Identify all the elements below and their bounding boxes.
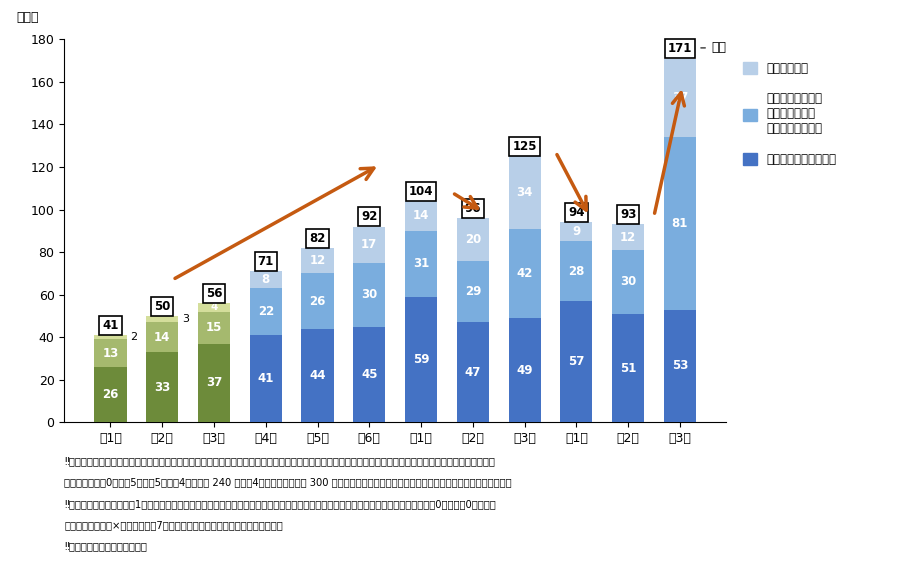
Text: 56: 56 [206, 287, 222, 300]
Bar [95, 367, 127, 422]
Bar [405, 231, 437, 297]
Bar [353, 327, 385, 422]
Bar [457, 261, 489, 322]
Bar [405, 297, 437, 422]
Bar [353, 226, 385, 263]
Text: 171: 171 [668, 42, 692, 55]
Bar [353, 263, 385, 327]
Text: 31: 31 [413, 257, 429, 270]
Text: 50: 50 [154, 300, 170, 312]
Text: 47: 47 [465, 366, 481, 379]
Text: 51: 51 [620, 361, 636, 374]
Text: 125: 125 [512, 140, 537, 153]
Bar [508, 157, 540, 229]
Text: 合計: 合計 [701, 42, 726, 55]
Text: 9: 9 [573, 225, 581, 238]
Text: 93: 93 [620, 208, 636, 221]
Text: 20: 20 [465, 233, 481, 246]
Text: 34: 34 [516, 186, 533, 199]
Text: 28: 28 [568, 265, 584, 278]
Text: ‼「学習塔の時間」は、「1週間に何回くらい学習塔に行っていますか、１回にどれくらいの時間、勉強していますか」とたずねている。0回の人は0分、１回: ‼「学習塔の時間」は、「1週間に何回くらい学習塔に行っていますか、１回にどれくら… [64, 499, 496, 509]
Bar [561, 242, 593, 301]
Text: 42: 42 [516, 267, 533, 280]
Text: 14: 14 [154, 330, 170, 343]
Text: 81: 81 [672, 217, 688, 230]
Text: 45: 45 [361, 368, 378, 381]
Bar [561, 222, 593, 242]
Bar [612, 250, 644, 314]
Bar [561, 301, 593, 422]
Bar [405, 201, 437, 231]
Bar [146, 316, 178, 322]
Text: 12: 12 [310, 254, 325, 267]
Text: 41: 41 [102, 319, 119, 332]
Text: 37: 37 [672, 91, 688, 104]
Text: 4: 4 [210, 302, 218, 312]
Bar [301, 329, 334, 422]
Text: 12: 12 [620, 231, 636, 244]
Text: 37: 37 [206, 377, 222, 390]
Bar [612, 314, 644, 422]
Bar [301, 248, 334, 274]
Bar [250, 288, 282, 335]
Bar [146, 322, 178, 352]
Text: 14: 14 [413, 209, 429, 222]
Text: 29: 29 [465, 285, 481, 298]
Text: 33: 33 [154, 381, 170, 394]
Bar [457, 218, 489, 261]
Text: 8: 8 [262, 273, 270, 286]
Text: 59: 59 [413, 353, 429, 366]
Text: 53: 53 [672, 359, 688, 372]
Text: ‼小１～３生は保護者の回答。: ‼小１～３生は保護者の回答。 [64, 542, 147, 552]
Text: 49: 49 [516, 364, 533, 377]
Legend: 学習塔の時間, 学校の宿題以外の
勉強をする時間
（学習塔を除く）, 学校の宿題をする時間: 学習塔の時間, 学校の宿題以外の 勉強をする時間 （学習塔を除く）, 学校の宿題… [739, 57, 842, 171]
Text: 26: 26 [310, 294, 325, 307]
Bar [250, 335, 282, 422]
Bar [198, 312, 230, 343]
Bar [198, 343, 230, 422]
Text: 22: 22 [257, 305, 274, 318]
Bar [146, 352, 178, 422]
Text: 94: 94 [568, 206, 584, 219]
Text: 「しない」を0分、「5分」を5分、「4時間」を 240 分、「4時間より多い」を 300 分のように置き換え、無回答・不明を除いて平均時間を算出した。: 「しない」を0分、「5分」を5分、「4時間」を 240 分、「4時間より多い」を… [64, 477, 512, 488]
Bar [198, 303, 230, 312]
Text: ‼「学校の宿題をする時間」「学校の宿題以外の勉強をする時間」は、「ふだん（学校がある日）、１日にどれくらいの時間やっていますか」とたずねている。: ‼「学校の宿題をする時間」「学校の宿題以外の勉強をする時間」は、「ふだん（学校が… [64, 456, 495, 466]
Bar [664, 310, 696, 422]
Text: 57: 57 [568, 355, 584, 368]
Text: 17: 17 [361, 238, 378, 251]
Text: 30: 30 [361, 288, 378, 301]
Bar [508, 229, 540, 318]
Text: 15: 15 [206, 321, 222, 334]
Text: 13: 13 [102, 347, 119, 360]
Text: 2: 2 [130, 332, 137, 342]
Text: 30: 30 [620, 275, 636, 288]
Text: 92: 92 [361, 211, 378, 224]
Text: 3: 3 [182, 314, 189, 324]
Y-axis label: （分）: （分） [17, 11, 40, 24]
Bar [301, 274, 334, 329]
Text: 44: 44 [310, 369, 325, 382]
Bar [664, 137, 696, 310]
Text: 104: 104 [409, 185, 433, 198]
Bar [95, 335, 127, 339]
Bar [612, 225, 644, 250]
Text: 82: 82 [310, 231, 325, 245]
Bar [250, 271, 282, 288]
Bar [95, 339, 127, 367]
Bar [664, 59, 696, 137]
Text: 96: 96 [465, 202, 481, 215]
Text: 41: 41 [257, 372, 274, 385]
Text: 71: 71 [257, 255, 274, 268]
Text: 26: 26 [102, 388, 119, 401]
Text: 以上の人は回数×時間（分）を7で割って１日あたりの平均時間を算出した。: 以上の人は回数×時間（分）を7で割って１日あたりの平均時間を算出した。 [64, 520, 283, 530]
Bar [508, 318, 540, 422]
Bar [457, 322, 489, 422]
